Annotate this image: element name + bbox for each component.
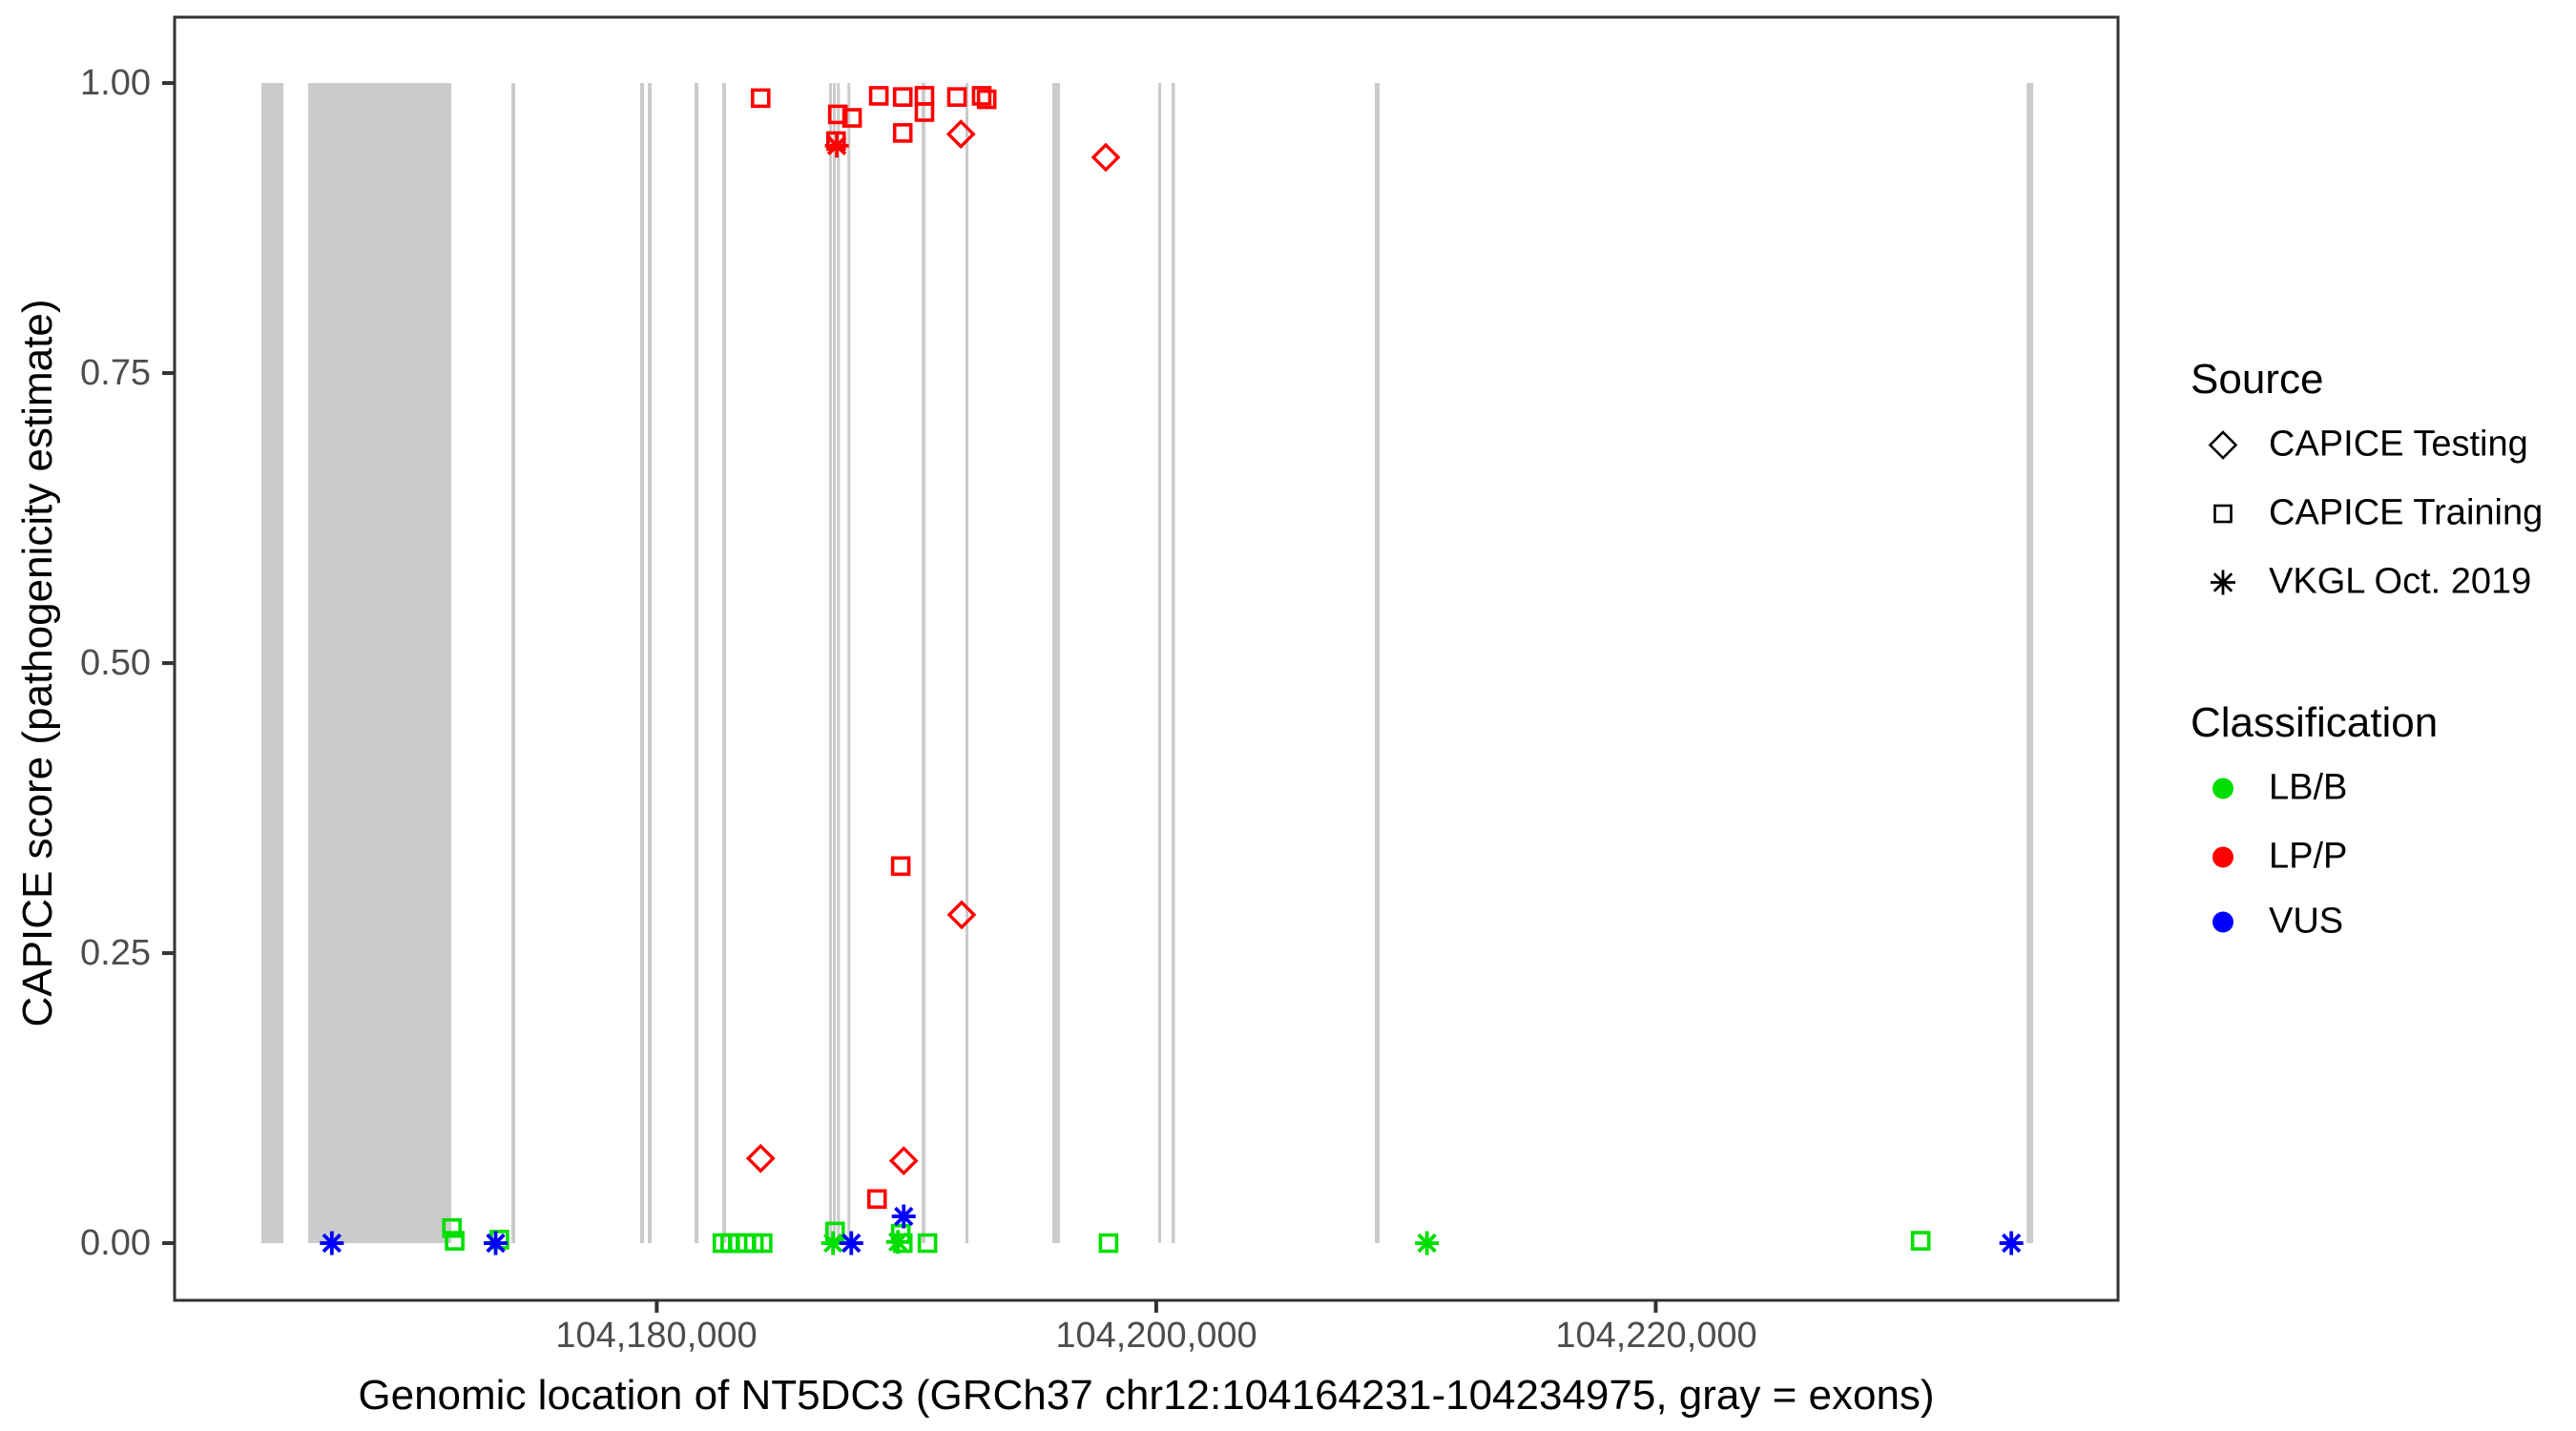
x-axis-title: Genomic location of NT5DC3 (GRCh37 chr12… [358,1372,1935,1419]
point-asterisk [1415,1231,1440,1255]
legend-item-capice-training: CAPICE Training [2206,493,2543,534]
y-tick-label: 1.00 [80,63,151,103]
point-square [827,104,848,125]
exon-bar [510,83,515,1244]
exon-bar [1051,83,1060,1244]
legend-item-label: CAPICE Training [2269,492,2544,533]
exon-bar [639,83,644,1244]
point-diamond [745,1143,776,1173]
point-square [976,89,997,110]
point-square [1910,1231,1931,1251]
exon-bar [721,83,727,1244]
y-axis-title: CAPICE score (pathogenicity estimate) [14,299,61,1027]
point-diamond [946,900,977,930]
legend-item-capice-testing: CAPICE Testing [2206,425,2528,466]
point-square [917,1233,938,1254]
exon-bar [1157,83,1161,1244]
point-asterisk [484,1231,509,1255]
y-tick-label: 0.00 [80,1223,151,1263]
point-asterisk [839,1231,863,1255]
point-diamond [945,119,976,149]
point-square [841,108,862,128]
point-square [445,1231,465,1251]
exon-bar [837,83,841,1244]
legend-item-vkgl: VKGL Oct. 2019 [2206,562,2531,603]
y-tick-label: 0.75 [80,353,151,393]
point-square [1098,1233,1119,1254]
legend-item-vus: VUS [2206,902,2343,943]
panel-border [173,15,2120,1302]
exon-bar [965,83,968,1244]
blue-dot-icon [2206,904,2240,939]
asterisk-icon [2206,565,2240,599]
point-square [866,1189,887,1210]
point-square [971,86,992,106]
legend-item-label: VKGL Oct. 2019 [2269,561,2532,602]
exon-bar [1375,83,1381,1244]
point-diamond [888,1146,919,1176]
exon-bar [647,83,652,1244]
point-square [892,87,913,107]
point-square [892,123,913,143]
legend-item-label: LP/P [2269,836,2348,877]
point-square [914,102,935,122]
y-tick-label: 0.25 [80,933,151,973]
point-square [442,1217,463,1238]
red-dot-icon [2206,840,2240,874]
y-tick-label: 0.50 [80,643,151,683]
legend-item-label: LB/B [2269,767,2348,808]
legend-item-lpp: LP/P [2206,837,2347,878]
legend-item-lbb: LB/B [2206,768,2347,809]
point-asterisk [891,1204,916,1229]
point-square [890,856,911,877]
legend-item-label: CAPICE Testing [2269,424,2528,465]
square-icon [2206,496,2240,530]
exon-bar [832,83,836,1244]
exon-bar [1171,83,1175,1244]
exon-bar [694,83,698,1244]
point-asterisk [320,1231,344,1255]
legend-title-source: Source [2191,356,2324,403]
point-asterisk [1999,1231,2024,1255]
exon-bar [2026,83,2034,1244]
exon-bar [307,83,451,1244]
point-square [868,86,889,106]
legend-title-classification: Classification [2191,699,2439,746]
point-asterisk [885,1230,910,1255]
x-tick-label: 104,220,000 [1555,1316,1757,1356]
exon-bar [260,83,283,1244]
point-asterisk [824,134,849,158]
x-tick-label: 104,180,000 [555,1316,758,1356]
x-tick-label: 104,200,000 [1055,1316,1257,1356]
green-dot-icon [2206,771,2240,805]
exon-bar [921,83,925,1244]
exon-bar [847,83,851,1244]
legend-item-label: VUS [2269,901,2344,942]
point-square [753,1233,773,1254]
point-square [946,87,967,107]
diamond-icon [2206,427,2240,462]
exon-bar [828,83,832,1244]
point-diamond [1091,142,1121,173]
point-square [750,88,771,109]
